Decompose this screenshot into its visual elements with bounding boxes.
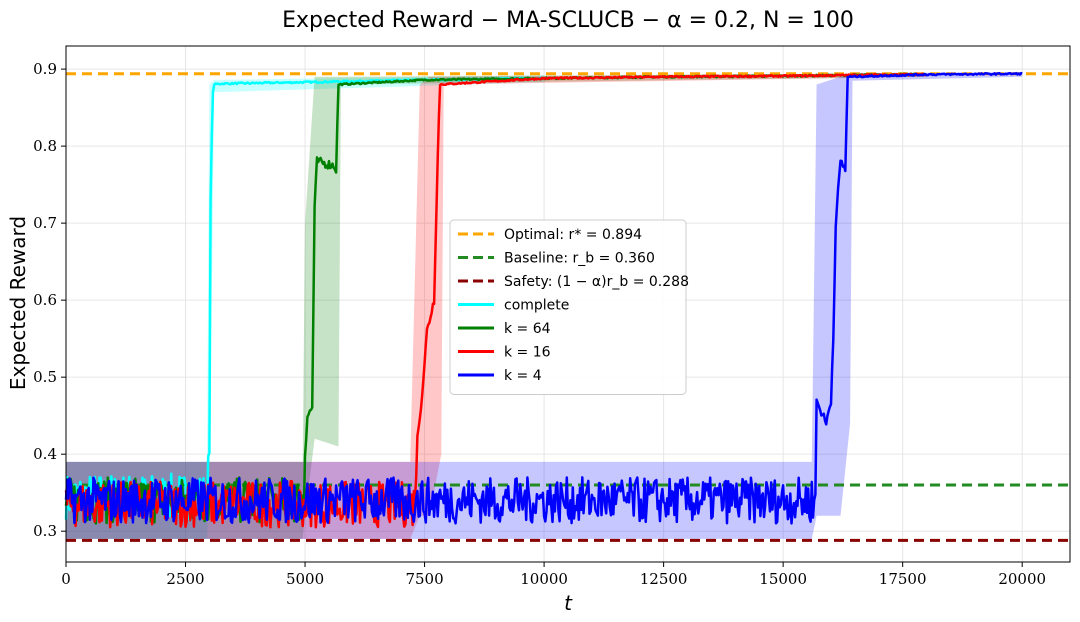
legend-entry: Safety: (1 − α)r_b = 0.288: [504, 274, 689, 290]
series-line-k-4: [64, 71, 1023, 525]
y-tick-label: 0.3: [33, 522, 57, 540]
plot-frame: [65, 45, 1071, 563]
legend-box: [449, 219, 687, 395]
y-tick-label: 0.6: [33, 291, 57, 309]
x-axis-label: t: [564, 591, 573, 615]
series-line-k-16: [64, 72, 928, 529]
x-tick-label: 0: [61, 570, 71, 588]
x-tick-label: 12500: [640, 570, 688, 588]
legend-entry: complete: [504, 298, 569, 314]
x-tick-label: 15000: [759, 570, 807, 588]
legend-entry: k = 4: [504, 368, 542, 384]
x-tick-label: 7500: [405, 570, 443, 588]
series-lines: [64, 71, 1023, 529]
legend-entry: Baseline: r_b = 0.360: [504, 251, 655, 267]
y-axis-label: Expected Reward: [6, 216, 30, 390]
chart-title: Expected Reward − MA-SCLUCB − α = 0.2, N…: [282, 8, 854, 33]
x-tick-label: 2500: [166, 570, 204, 588]
x-tick-label: 20000: [998, 570, 1046, 588]
legend: Optimal: r* = 0.894 Baseline: r_b = 0.360…: [449, 219, 689, 395]
x-tick-label: 10000: [520, 570, 568, 588]
y-tick-label: 0.4: [33, 445, 57, 463]
legend-entry: k = 16: [504, 345, 551, 361]
x-tick-label: 5000: [286, 570, 324, 588]
y-tick-label: 0.7: [33, 214, 57, 232]
x-tick-label: 17500: [879, 570, 927, 588]
legend-entry: k = 64: [504, 321, 551, 337]
y-tick-label: 0.9: [33, 60, 57, 78]
legend-entry: Optimal: r* = 0.894: [504, 227, 642, 243]
y-axis-ticks: 0.3 0.4 0.5 0.6 0.7 0.8 0.9: [33, 60, 66, 540]
y-tick-label: 0.5: [33, 368, 57, 386]
x-axis-ticks: 0 2500 5000 7500 10000 12500 15000 17500 20000: [61, 562, 1046, 588]
y-tick-label: 0.8: [33, 137, 57, 155]
